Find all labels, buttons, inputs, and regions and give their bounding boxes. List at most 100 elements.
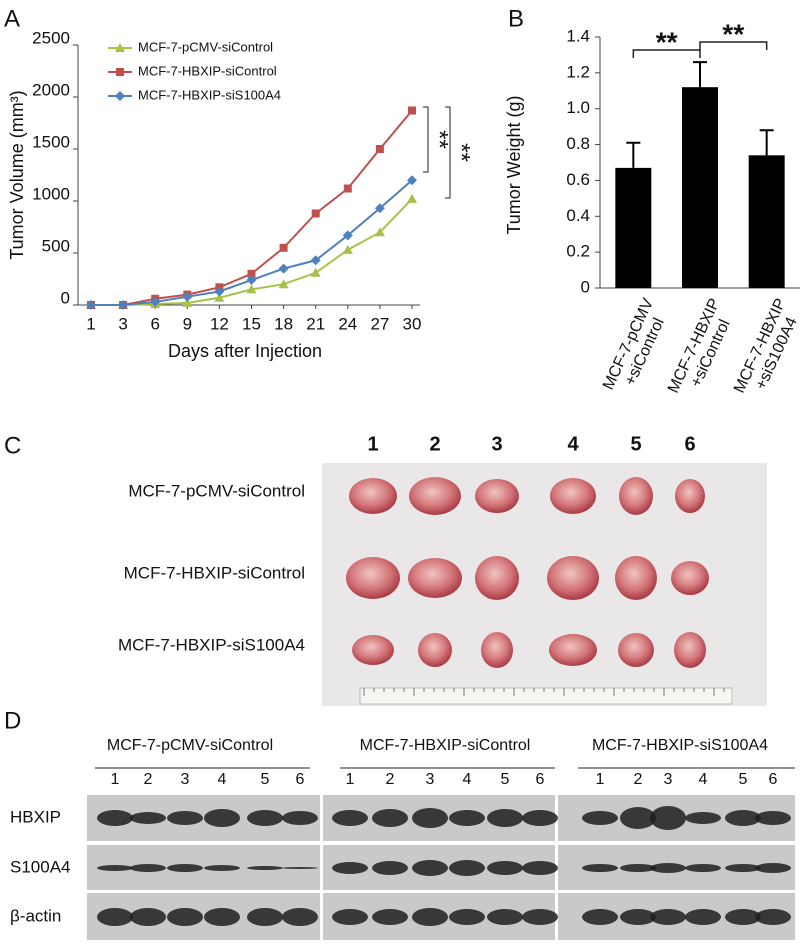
band bbox=[755, 909, 791, 925]
error-bar bbox=[759, 129, 774, 156]
point bbox=[374, 227, 385, 237]
lane-label: 6 bbox=[769, 771, 778, 788]
x-tick-label: 15 bbox=[242, 314, 261, 333]
x-tick-label: 12 bbox=[210, 314, 229, 333]
lane-label: 2 bbox=[634, 771, 643, 788]
annotation: ** bbox=[722, 18, 744, 49]
y-tick-label: 1.2 bbox=[566, 62, 590, 81]
band bbox=[247, 908, 283, 926]
band bbox=[282, 867, 318, 869]
band bbox=[412, 808, 448, 828]
band bbox=[685, 909, 721, 925]
band bbox=[97, 908, 133, 926]
point bbox=[150, 296, 161, 307]
band bbox=[130, 864, 166, 872]
tumor bbox=[346, 557, 400, 599]
tumor bbox=[475, 556, 519, 600]
point bbox=[116, 68, 124, 76]
lane-label: 1 bbox=[111, 771, 120, 788]
lane-label: 4 bbox=[699, 771, 708, 788]
panel-label: C bbox=[4, 432, 21, 459]
tumor bbox=[618, 633, 654, 667]
y-tick-label: 1.0 bbox=[566, 98, 590, 117]
column-label: 1 bbox=[367, 433, 378, 455]
legend-label: MCF-7-pCMV-siControl bbox=[138, 39, 273, 54]
tumor bbox=[547, 556, 599, 600]
y-tick-label: 0.4 bbox=[566, 206, 590, 225]
row-label: MCF-7-pCMV-siControl bbox=[128, 481, 305, 500]
lane-label: 2 bbox=[386, 771, 395, 788]
point bbox=[278, 279, 289, 289]
legend-label: MCF-7-HBXIP-siS100A4 bbox=[138, 87, 281, 102]
y-tick-label: 0.8 bbox=[566, 134, 590, 153]
tumor bbox=[619, 477, 653, 515]
band bbox=[755, 863, 791, 873]
significance-bracket bbox=[699, 41, 768, 50]
y-tick-label: 2500 bbox=[32, 28, 70, 47]
band bbox=[204, 809, 240, 827]
panel-label: A bbox=[4, 5, 20, 32]
lane-label: 5 bbox=[261, 771, 270, 788]
band bbox=[650, 863, 686, 873]
y-axis-title: Tumor Volume (mm³) bbox=[7, 90, 27, 259]
point bbox=[374, 203, 385, 214]
bar bbox=[748, 155, 785, 288]
x-tick-label: 30 bbox=[403, 314, 422, 333]
tumor bbox=[675, 479, 705, 513]
lane-label: 2 bbox=[144, 771, 153, 788]
ruler bbox=[359, 687, 733, 705]
row-label: HBXIP bbox=[10, 807, 61, 826]
x-tick-label: 18 bbox=[274, 314, 293, 333]
y-tick-label: 1000 bbox=[32, 184, 70, 203]
band bbox=[522, 909, 558, 925]
point bbox=[342, 244, 353, 254]
band bbox=[449, 860, 485, 876]
point bbox=[407, 175, 417, 186]
band bbox=[582, 909, 618, 925]
y-tick-label: 0.6 bbox=[566, 170, 590, 189]
group-label: MCF-7-HBXIP-siS100A4 bbox=[592, 737, 768, 754]
band bbox=[332, 862, 368, 874]
band bbox=[372, 809, 408, 827]
point bbox=[375, 145, 384, 153]
column-label: 4 bbox=[567, 433, 579, 455]
point bbox=[310, 255, 321, 266]
band bbox=[130, 812, 166, 824]
significance-bracket bbox=[423, 106, 429, 173]
point bbox=[407, 193, 417, 203]
tumor bbox=[549, 634, 597, 666]
lane-label: 1 bbox=[596, 771, 605, 788]
band bbox=[282, 811, 318, 825]
panel-label: B bbox=[508, 5, 524, 32]
x-tick-label: 9 bbox=[183, 314, 192, 333]
tumor bbox=[408, 558, 462, 598]
row-label: β-actin bbox=[10, 906, 61, 925]
significance-bracket bbox=[632, 49, 701, 58]
lane-label: 6 bbox=[296, 771, 305, 788]
y-tick-label: 1.4 bbox=[566, 26, 590, 45]
point bbox=[311, 209, 320, 218]
row-label: S100A4 bbox=[10, 857, 71, 876]
tumor bbox=[481, 632, 513, 668]
error-bar bbox=[626, 141, 641, 168]
band bbox=[650, 909, 686, 925]
band bbox=[332, 810, 368, 826]
y-tick-label: 0.2 bbox=[566, 242, 590, 261]
band bbox=[449, 810, 485, 826]
band bbox=[487, 909, 523, 925]
column-label: 2 bbox=[429, 433, 440, 455]
point bbox=[246, 275, 257, 286]
x-tick-label: 6 bbox=[150, 314, 159, 333]
band bbox=[522, 810, 558, 826]
band bbox=[487, 861, 523, 875]
error-bar bbox=[693, 61, 707, 88]
band bbox=[167, 811, 203, 825]
tumor bbox=[615, 556, 657, 600]
lane-label: 5 bbox=[501, 771, 510, 788]
column-label: 3 bbox=[491, 433, 502, 455]
x-tick-label: 3 bbox=[118, 314, 127, 333]
point bbox=[246, 284, 257, 294]
band bbox=[725, 864, 761, 872]
band bbox=[282, 908, 318, 926]
